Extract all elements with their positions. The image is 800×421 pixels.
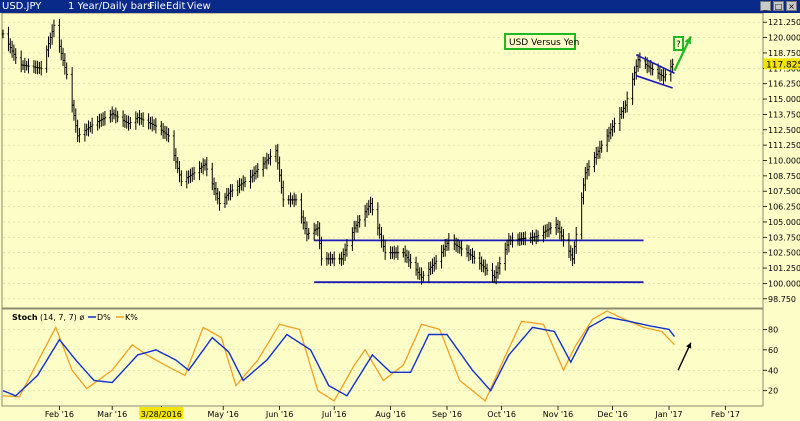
x-tick-label: 3/28/2016 bbox=[141, 410, 182, 419]
price-tick-label: 103.750 bbox=[768, 233, 800, 242]
stoch-tick-label: 80 bbox=[768, 325, 778, 334]
x-tick-label: May '16 bbox=[207, 410, 238, 419]
x-tick-label: Feb '16 bbox=[45, 410, 74, 419]
price-tick-label: 118.750 bbox=[768, 49, 800, 58]
x-tick-label: Jun '16 bbox=[265, 410, 293, 419]
symbol-label: USD.JPY bbox=[2, 1, 42, 12]
chart-canvas: 121.250120.000118.750117.500116.250115.0… bbox=[0, 13, 800, 421]
x-tick-label: Feb '17 bbox=[711, 410, 740, 419]
x-tick-label: Oct '16 bbox=[487, 410, 516, 419]
price-tick-label: 107.500 bbox=[768, 187, 800, 196]
price-tick-label: 98.750 bbox=[768, 295, 796, 304]
x-tick-label: Jul '16 bbox=[321, 410, 347, 419]
breakout-arrow bbox=[673, 35, 692, 72]
price-tick-label: 115.000 bbox=[768, 95, 800, 104]
price-tick-label: 106.250 bbox=[768, 203, 800, 212]
annotation-title: USD Versus Yen bbox=[509, 38, 579, 48]
flag-line bbox=[636, 74, 673, 89]
chart-background bbox=[0, 13, 800, 421]
x-axis: Feb '16 Mar '16 3/28/2016 May '16 Jun '16 Jul… bbox=[45, 406, 740, 419]
price-tick-label: 108.750 bbox=[768, 172, 800, 181]
last-price-background bbox=[764, 58, 800, 70]
stoch-arrow bbox=[677, 342, 692, 371]
k-legend-label: K% bbox=[125, 313, 138, 322]
stoch-legend: Stoch (14, 7, 7) ø D% K% bbox=[12, 313, 138, 322]
price-tick-label: 113.750 bbox=[768, 110, 800, 119]
price-tick-label: 102.500 bbox=[768, 249, 800, 258]
price-tick-label: 100.000 bbox=[768, 279, 800, 288]
stoch-tick-label: 20 bbox=[768, 387, 778, 396]
price-tick-label: 101.250 bbox=[768, 264, 800, 273]
question-box-frame bbox=[673, 36, 684, 51]
stoch-panel: 80 60 40 20 Stoch (14, 7, 7) ø D% K% bbox=[1, 308, 778, 407]
flag-line bbox=[635, 54, 675, 74]
stoch-axis: 80 60 40 20 bbox=[763, 325, 778, 396]
x-tick-label: Dec '16 bbox=[597, 410, 627, 419]
stoch-panel-border bbox=[1, 308, 764, 407]
d-legend-label: D% bbox=[97, 313, 111, 322]
price-tick-label: 111.250 bbox=[768, 141, 800, 150]
stoch-params: (14, 7, 7) ø bbox=[40, 313, 84, 322]
x-tick-label: Nov '16 bbox=[543, 410, 574, 419]
stoch-title: Stoch bbox=[12, 313, 38, 322]
price-tick-label: 120.000 bbox=[768, 34, 800, 43]
minimize-button[interactable]: _ bbox=[760, 1, 771, 11]
x-tick-label: Mar '16 bbox=[97, 410, 127, 419]
close-button[interactable]: × bbox=[786, 1, 797, 11]
menu-edit[interactable]: Edit bbox=[166, 1, 186, 12]
last-price-tag: 117.825 bbox=[764, 58, 800, 70]
annotation-box: USD Versus Yen bbox=[504, 33, 579, 50]
price-tick-label: 105.000 bbox=[768, 218, 800, 227]
support-resistance-lines bbox=[314, 239, 644, 284]
stoch-tick-label: 40 bbox=[768, 366, 778, 375]
maximize-button[interactable]: □ bbox=[773, 1, 784, 11]
price-panel: 121.250120.000118.750117.500116.250115.0… bbox=[1, 13, 800, 309]
stoch-tick-label: 60 bbox=[768, 346, 778, 355]
annotation-box-frame bbox=[504, 33, 576, 50]
x-highlight-background bbox=[139, 407, 184, 419]
d-percent-line bbox=[2, 316, 676, 397]
menu-view[interactable]: View bbox=[187, 1, 211, 12]
menu-file[interactable]: File bbox=[149, 1, 166, 12]
chart-period-label: 1 Year/Daily bars bbox=[68, 1, 153, 12]
price-tick-label: 116.250 bbox=[768, 80, 800, 89]
price-tick-label: 110.000 bbox=[768, 157, 800, 166]
arrow-head bbox=[684, 36, 691, 45]
price-tick-label: 121.250 bbox=[768, 18, 800, 27]
x-tick-label: Sep '16 bbox=[432, 410, 462, 419]
question-mark: ? bbox=[676, 40, 681, 50]
stoch-lines bbox=[2, 310, 676, 402]
x-tick-label: Aug '16 bbox=[375, 410, 406, 419]
price-tick-label: 112.500 bbox=[768, 126, 800, 135]
k-percent-line bbox=[2, 310, 675, 402]
x-tick-label: Jan '17 bbox=[654, 410, 682, 419]
title-bar: USD.JPY 1 Year/Daily bars File Edit View… bbox=[0, 0, 800, 13]
stoch-arrow-head bbox=[686, 342, 692, 349]
question-box: ? bbox=[673, 36, 684, 51]
price-bars bbox=[1, 18, 674, 285]
stoch-grid bbox=[3, 329, 763, 391]
flag-channel bbox=[635, 54, 675, 89]
last-price-label: 117.825 bbox=[766, 60, 800, 70]
